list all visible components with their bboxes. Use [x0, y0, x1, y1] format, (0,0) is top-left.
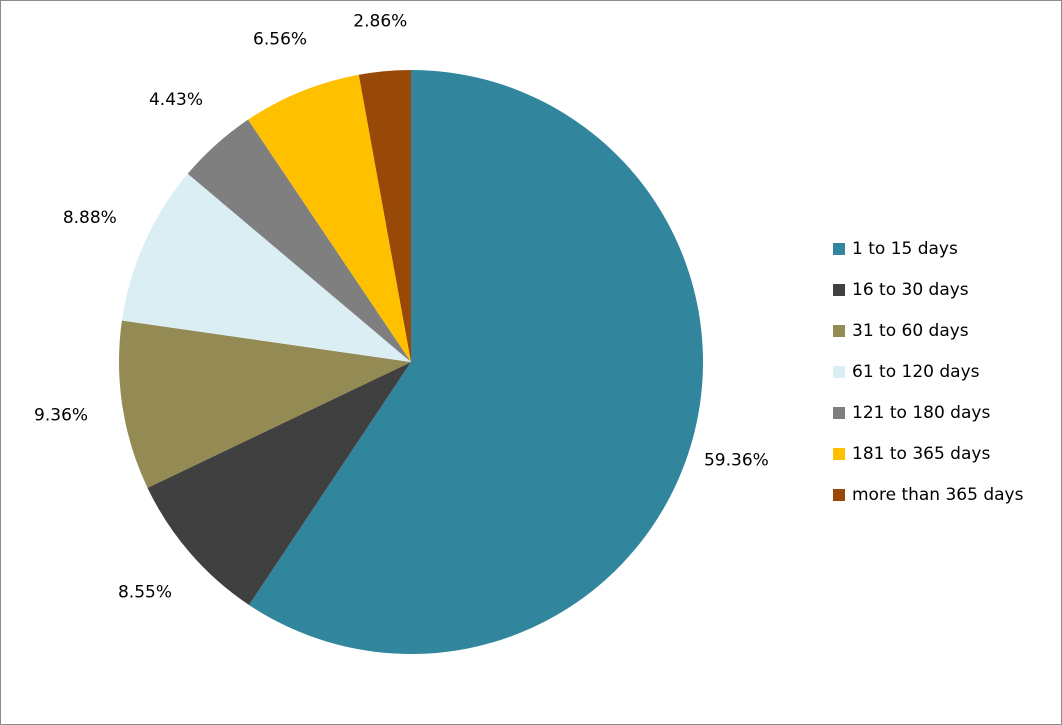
pie-slice-2 [147, 362, 411, 605]
data-label-4: 8.88% [63, 208, 117, 228]
legend-swatch [833, 242, 845, 255]
legend-label: 61 to 120 days [852, 361, 980, 382]
data-label-6: 6.56% [253, 30, 307, 50]
legend-label: 121 to 180 days [852, 402, 991, 423]
pie-slices [118, 70, 704, 655]
legend: 1 to 15 days 16 to 30 days 31 to 60 days 61… [833, 228, 1058, 515]
legend-label: 16 to 30 days [852, 279, 969, 300]
legend-item: 31 to 60 days [833, 310, 1058, 351]
legend-swatch [833, 488, 845, 501]
data-label-5: 4.43% [149, 90, 203, 110]
pie-data-labels: 59.36% 8.55% 9.36% 8.88% 4.43% 6.56% 2.86% [34, 11, 769, 602]
legend-swatch [833, 283, 845, 296]
pie-slice-3 [118, 320, 411, 488]
legend-label: 181 to 365 days [852, 443, 991, 464]
legend-label: 31 to 60 days [852, 320, 969, 341]
legend-item: 181 to 365 days [833, 433, 1058, 474]
legend-item: 121 to 180 days [833, 392, 1058, 433]
pie-slice-5 [187, 119, 411, 362]
data-label-1: 59.36% [704, 451, 769, 471]
data-label-2: 8.55% [118, 583, 172, 603]
pie-slice-1 [249, 70, 704, 655]
legend-label: 1 to 15 days [852, 238, 958, 259]
legend-item: 1 to 15 days [833, 228, 1058, 269]
pie-slice-4 [121, 173, 411, 362]
pie-slice-7 [358, 70, 411, 362]
legend-swatch [833, 406, 845, 419]
legend-swatch [833, 365, 845, 378]
legend-item: 16 to 30 days [833, 269, 1058, 310]
data-label-7: 2.86% [353, 11, 407, 31]
pie-slice-6 [248, 74, 411, 362]
data-label-3: 9.36% [34, 405, 88, 425]
legend-swatch [833, 324, 845, 337]
legend-label: more than 365 days [852, 484, 1024, 505]
legend-item: 61 to 120 days [833, 351, 1058, 392]
legend-swatch [833, 447, 845, 460]
legend-item: more than 365 days [833, 474, 1058, 515]
